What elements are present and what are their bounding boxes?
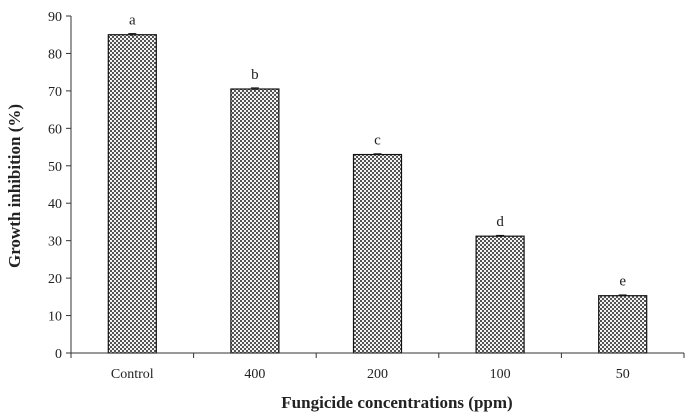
y-axis-ticks: 0 10 20 30 40 50 60 70 80 90 (48, 10, 71, 362)
x-tick-label: Control (111, 367, 154, 382)
y-tick-label: 40 (48, 197, 62, 212)
significance-letter: e (619, 274, 626, 290)
significance-letter: b (251, 67, 259, 83)
bar (598, 295, 648, 354)
y-tick-label: 90 (48, 10, 62, 25)
y-axis-title: Growth inhibition (%) (5, 104, 24, 268)
y-tick-label: 20 (48, 272, 62, 287)
y-tick-label: 10 (48, 310, 62, 325)
y-tick-label: 60 (48, 122, 62, 137)
x-axis-title: Fungicide concentrations (ppm) (281, 393, 512, 412)
bar (107, 34, 157, 354)
significance-letter: a (129, 13, 136, 29)
x-axis-ticks: Control 400 200 100 50 (70, 353, 685, 382)
y-tick-label: 0 (55, 347, 62, 362)
x-tick-label: 200 (367, 367, 388, 382)
bar (352, 153, 403, 354)
y-tick-label: 30 (48, 235, 62, 250)
bars: a b c d e (107, 13, 648, 354)
bar (230, 88, 280, 354)
significance-letter: d (496, 214, 504, 230)
y-tick-label: 80 (48, 47, 62, 62)
x-tick-label: 400 (244, 367, 265, 382)
x-tick-label: 100 (490, 367, 511, 382)
bar (475, 235, 525, 354)
significance-letter: c (374, 133, 381, 149)
y-tick-label: 70 (48, 85, 62, 100)
x-tick-label: 50 (616, 367, 630, 382)
y-tick-label: 50 (48, 160, 62, 175)
